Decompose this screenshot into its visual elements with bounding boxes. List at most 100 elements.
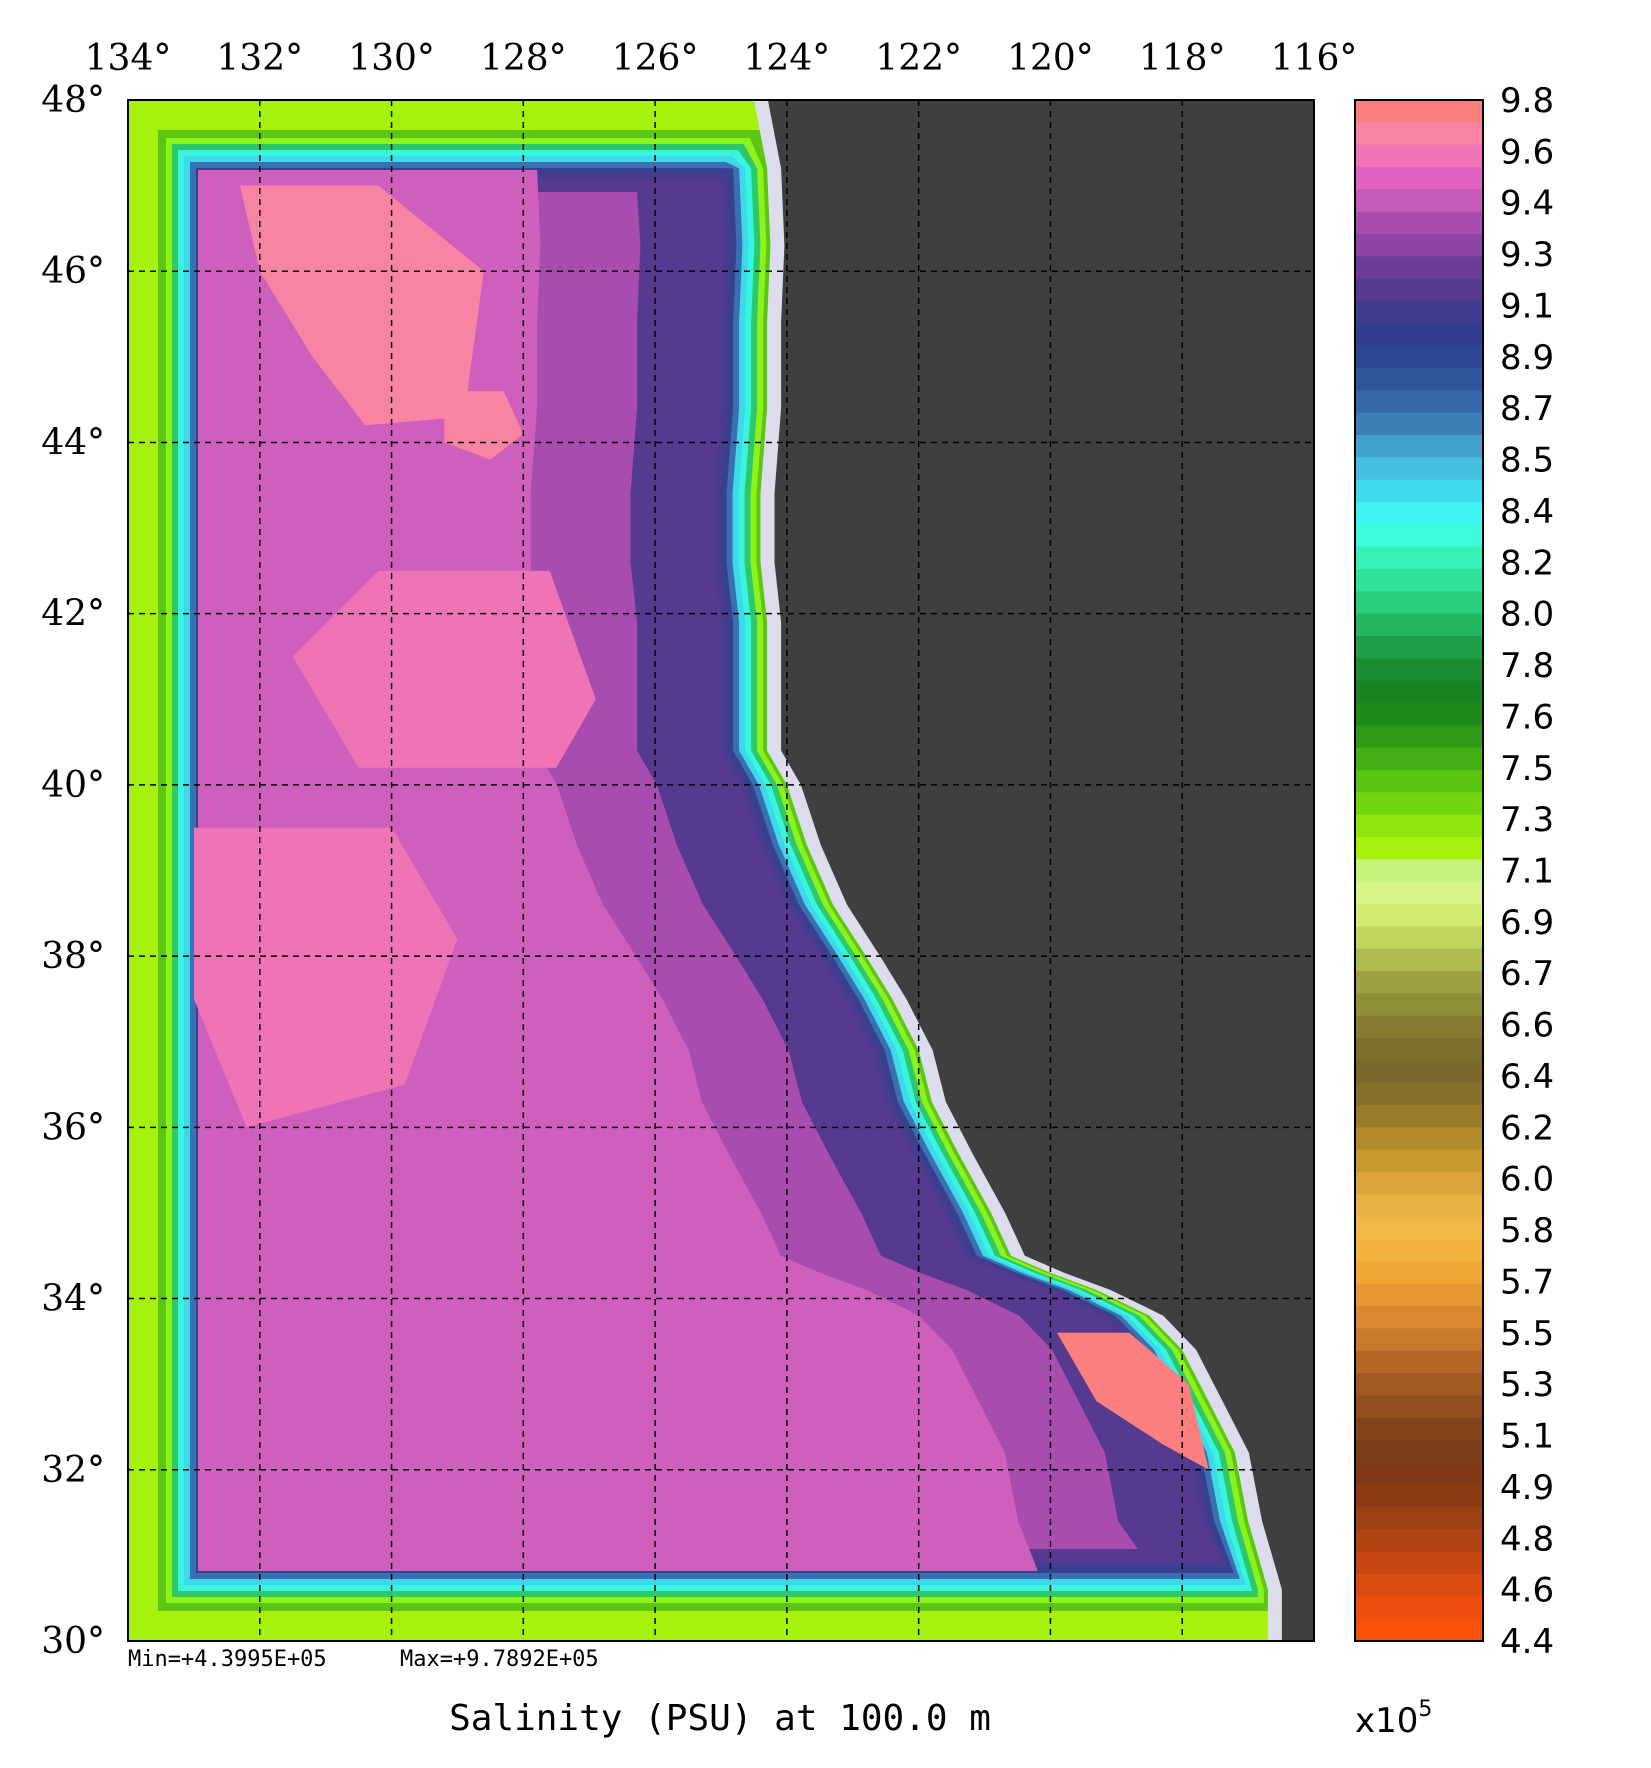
colorbar-swatch [1355, 904, 1483, 927]
colorbar-swatch [1355, 1060, 1483, 1084]
colorbar-swatch [1355, 725, 1483, 749]
lon-tick-label: 128° [480, 38, 567, 79]
colorbar-swatch [1355, 278, 1483, 302]
colorbar-swatch [1355, 479, 1483, 503]
lat-tick-label: 30° [41, 1621, 105, 1662]
colorbar-swatch [1355, 1328, 1483, 1352]
colorbar-label: 8.7 [1500, 389, 1554, 429]
colorbar-label: 9.8 [1500, 81, 1554, 121]
colorbar-swatch [1355, 971, 1483, 994]
colorbar-swatch [1355, 1239, 1483, 1262]
colorbar-multiplier: x105 [1355, 1697, 1432, 1741]
lat-lon-grid [128, 100, 1314, 1641]
colorbar-multiplier-exponent: 5 [1418, 1697, 1432, 1722]
colorbar-label: 4.8 [1500, 1519, 1554, 1559]
colorbar-multiplier-base: x10 [1355, 1701, 1418, 1741]
colorbar-swatch [1355, 234, 1483, 257]
colorbar-swatch [1355, 926, 1483, 950]
colorbar-swatch [1355, 1618, 1483, 1642]
colorbar-swatch [1355, 613, 1483, 637]
colorbar-label: 7.1 [1500, 852, 1554, 892]
colorbar-swatch [1355, 189, 1483, 213]
colorbar-swatch [1355, 569, 1483, 592]
colorbar-swatch [1355, 1216, 1483, 1240]
colorbar-swatch [1355, 1529, 1483, 1553]
colorbar: 9.8 9.6 9.4 9.3 9.1 8.9 8.7 8.5 8.4 8.2 8.0 7.8 7.6 7… [1354, 81, 1554, 1741]
lon-tick-label: 130° [348, 38, 435, 79]
colorbar-swatch [1355, 1283, 1483, 1307]
colorbar-swatch [1355, 390, 1483, 414]
colorbar-swatch [1355, 502, 1483, 525]
colorbar-label: 8.0 [1500, 595, 1554, 635]
colorbar-label: 4.6 [1500, 1571, 1554, 1611]
patch-middle-high [292, 570, 596, 768]
high-salinity-patches [193, 185, 1209, 1470]
min-stat-label: Min=+4.3995E+05 [128, 1647, 327, 1672]
colorbar-swatch [1355, 1350, 1483, 1374]
colorbar-swatch [1355, 1015, 1483, 1039]
colorbar-label: 6.4 [1500, 1057, 1554, 1097]
colorbar-swatch [1355, 658, 1483, 682]
colorbar-swatch [1355, 144, 1483, 168]
colorbar-swatch [1355, 323, 1483, 347]
colorbar-swatch [1355, 837, 1483, 860]
colorbar-label: 8.5 [1500, 441, 1554, 481]
colorbar-label: 6.9 [1500, 903, 1554, 943]
colorbar-swatch [1355, 1172, 1483, 1195]
colorbar-swatches [1355, 100, 1483, 1642]
colorbar-swatch [1355, 591, 1483, 615]
colorbar-label: 6.0 [1500, 1160, 1554, 1200]
colorbar-swatch [1355, 1551, 1483, 1575]
colorbar-swatch [1355, 457, 1483, 481]
patch-sd-bight-high [1057, 1332, 1209, 1470]
ocean-interior [198, 170, 1038, 1571]
colorbar-swatch [1355, 1462, 1483, 1486]
colorbar-label: 6.7 [1500, 954, 1554, 994]
colorbar-swatch [1355, 412, 1483, 436]
colorbar-label: 5.1 [1500, 1417, 1554, 1457]
colorbar-label: 9.3 [1500, 235, 1554, 275]
colorbar-swatch [1355, 1507, 1483, 1530]
colorbar-swatch [1355, 703, 1483, 726]
colorbar-swatch [1355, 345, 1483, 369]
lat-tick-label: 32° [41, 1450, 105, 1491]
colorbar-swatch [1355, 1149, 1483, 1173]
longitude-tick-labels: 134° 132° 130° 128° 126° 124° 122° 120° 118° 116° [85, 38, 1358, 79]
colorbar-label: 7.3 [1500, 800, 1554, 840]
land-mask [753, 100, 1314, 1641]
max-stat-label: Max=+9.7892E+05 [400, 1647, 599, 1672]
colorbar-swatch [1355, 881, 1483, 905]
lat-tick-label: 36° [41, 1107, 105, 1148]
colorbar-label: 6.6 [1500, 1006, 1554, 1046]
colorbar-label: 8.9 [1500, 338, 1554, 378]
lat-tick-label: 48° [41, 80, 105, 121]
colorbar-swatch [1355, 1440, 1483, 1463]
lon-tick-label: 126° [612, 38, 699, 79]
colorbar-swatch [1355, 1105, 1483, 1128]
colorbar-swatch [1355, 859, 1483, 883]
colorbar-swatch [1355, 301, 1483, 324]
colorbar-swatch [1355, 1484, 1483, 1508]
lat-tick-label: 40° [41, 765, 105, 806]
patch-north-high [240, 185, 484, 426]
lon-tick-label: 134° [85, 38, 172, 79]
colorbar-swatch [1355, 1306, 1483, 1329]
colorbar-swatch [1355, 792, 1483, 816]
colorbar-swatch [1355, 747, 1483, 771]
colorbar-swatch [1355, 1127, 1483, 1151]
colorbar-label: 7.5 [1500, 749, 1554, 789]
map-border [127, 99, 1315, 1642]
map-title: Salinity (PSU) at 100.0 m [449, 1698, 991, 1739]
colorbar-swatch [1355, 1082, 1483, 1106]
colorbar-swatch [1355, 122, 1483, 146]
colorbar-label: 9.4 [1500, 184, 1554, 224]
colorbar-label: 5.5 [1500, 1314, 1554, 1354]
lat-tick-label: 38° [41, 936, 105, 977]
lon-tick-label: 118° [1139, 38, 1226, 79]
lon-tick-label: 132° [216, 38, 303, 79]
lat-tick-label: 46° [41, 251, 105, 292]
colorbar-labels: 9.8 9.6 9.4 9.3 9.1 8.9 8.7 8.5 8.4 8.2 8.0 7.8 7.6 7… [1500, 81, 1554, 1662]
colorbar-swatch [1355, 435, 1483, 458]
patch-south-high [193, 827, 458, 1128]
